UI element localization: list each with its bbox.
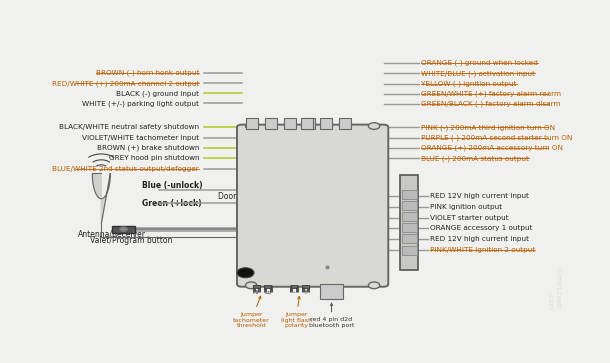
Bar [320, 284, 343, 299]
Bar [264, 285, 271, 288]
Bar [400, 175, 418, 270]
Bar [303, 118, 315, 129]
Bar [246, 118, 258, 129]
Text: RED/WHITE (+) 200mA channel 2 output: RED/WHITE (+) 200mA channel 2 output [52, 80, 199, 86]
FancyBboxPatch shape [237, 125, 388, 287]
Text: GREY hood pin shutdown: GREY hood pin shutdown [109, 155, 199, 162]
Text: GREEN/WHITE (+) factory alarm rearm: GREEN/WHITE (+) factory alarm rearm [422, 91, 561, 97]
Bar [401, 201, 417, 210]
Text: ORANGE accessory 1 output: ORANGE accessory 1 output [430, 225, 533, 231]
Text: BROWN (-) horn honk output: BROWN (-) horn honk output [96, 70, 199, 76]
Text: RED 12V high current input: RED 12V high current input [430, 236, 529, 242]
Text: BLACK (-) ground input: BLACK (-) ground input [116, 90, 199, 97]
Text: ORANGE (+) 200mA accessory turn ON: ORANGE (+) 200mA accessory turn ON [422, 145, 564, 151]
Text: PURPLE (-) 200mA second starter turn ON: PURPLE (-) 200mA second starter turn ON [422, 135, 573, 141]
Text: ORANGE (-) ground when locked: ORANGE (-) ground when locked [422, 60, 538, 66]
Bar [302, 285, 309, 288]
Text: WHITE (+/-) parking light output: WHITE (+/-) parking light output [82, 100, 199, 107]
Text: BLUE/WHITE 2nd status output/defogger: BLUE/WHITE 2nd status output/defogger [52, 166, 199, 172]
Circle shape [368, 123, 380, 129]
Text: VIOLET/WHITE tachometer input: VIOLET/WHITE tachometer input [82, 135, 199, 141]
Bar [291, 285, 298, 288]
Bar [284, 118, 296, 129]
Text: +: + [303, 289, 309, 295]
Bar [339, 118, 351, 129]
Bar [112, 226, 135, 233]
Circle shape [237, 268, 254, 278]
Text: WHITE/BLUE (-) activation input: WHITE/BLUE (-) activation input [422, 70, 536, 77]
Text: RED 12V high current input: RED 12V high current input [430, 193, 529, 199]
Bar [301, 118, 313, 129]
Text: Jumper
tachometer
threshold: Jumper tachometer threshold [233, 296, 270, 329]
Text: Blue (-unlock): Blue (-unlock) [143, 182, 203, 190]
Text: PINK (-) 200mA third ignition turn ON: PINK (-) 200mA third ignition turn ON [422, 124, 556, 131]
Text: red 4 pin d2d
bluetooth port: red 4 pin d2d bluetooth port [309, 303, 354, 328]
Polygon shape [92, 174, 110, 224]
Text: ©the12volt
    .com: ©the12volt .com [547, 269, 559, 309]
Text: BLUE (-) 200mA status output: BLUE (-) 200mA status output [422, 155, 529, 162]
Text: Antenna/Receiver: Antenna/Receiver [77, 229, 146, 238]
Text: Valet/Program button: Valet/Program button [90, 236, 173, 245]
Circle shape [368, 282, 380, 289]
Bar [401, 190, 417, 199]
Text: PINK/WHITE ignition 2 output: PINK/WHITE ignition 2 output [430, 247, 535, 253]
Bar [401, 246, 417, 254]
Text: Lo: Lo [264, 290, 271, 295]
Circle shape [245, 123, 257, 129]
Text: BROWN (+) brake shutdown: BROWN (+) brake shutdown [97, 145, 199, 151]
Bar [265, 118, 277, 129]
Bar [401, 234, 417, 244]
Bar [253, 285, 260, 288]
Circle shape [245, 282, 257, 289]
Circle shape [120, 227, 127, 231]
Text: PINK ignition output: PINK ignition output [430, 204, 502, 210]
Text: VIOLET starter output: VIOLET starter output [430, 215, 509, 221]
Text: -: - [292, 289, 295, 295]
Text: GREEN/BLACK (-) factory alarm disarm: GREEN/BLACK (-) factory alarm disarm [422, 101, 561, 107]
Bar [401, 223, 417, 232]
Text: Green (+lock): Green (+lock) [143, 199, 202, 208]
Text: BLACK/WHITE neutral safety shutdown: BLACK/WHITE neutral safety shutdown [59, 125, 199, 130]
Bar [401, 212, 417, 221]
Text: Jumper
light flash
polarity: Jumper light flash polarity [281, 297, 312, 329]
Text: Hi: Hi [253, 290, 259, 295]
Text: Status LED: Status LED [259, 268, 301, 277]
Bar [320, 118, 332, 129]
Text: Door Locks: Door Locks [218, 192, 260, 201]
Text: YELLOW (-) ignition output: YELLOW (-) ignition output [422, 80, 517, 87]
